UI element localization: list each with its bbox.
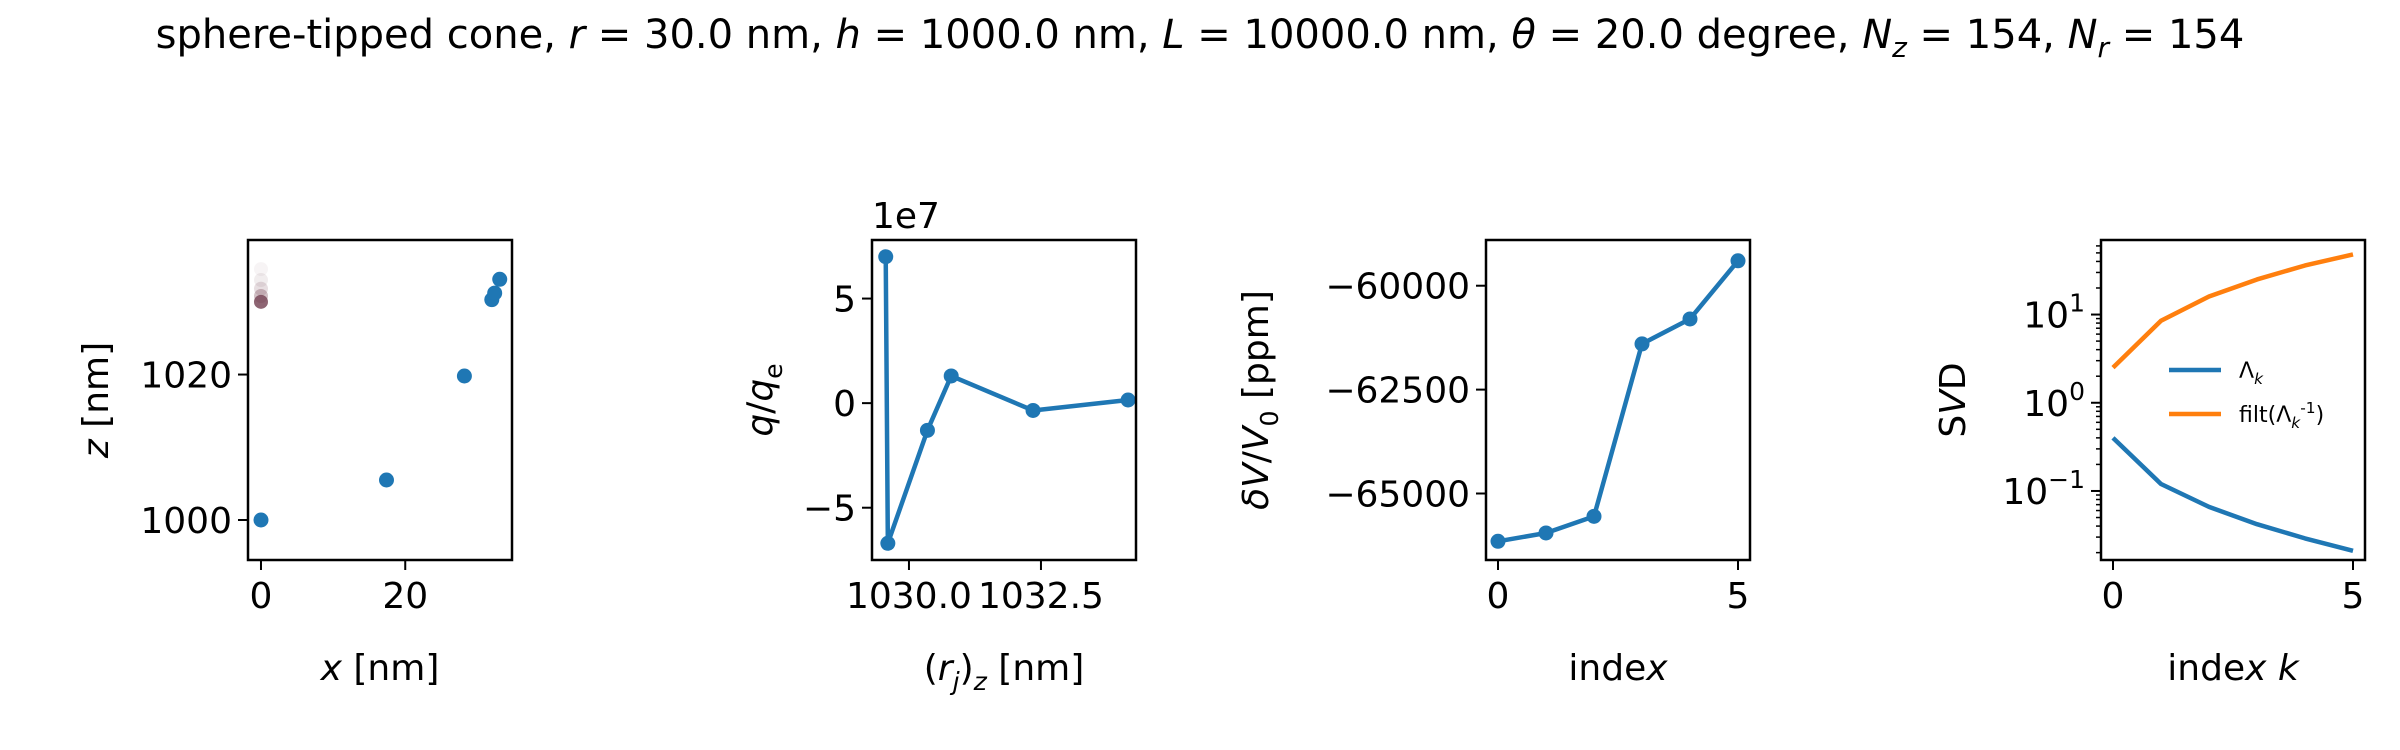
x-tick-label: 5 bbox=[2342, 576, 2365, 617]
y-tick-label: −65000 bbox=[1325, 475, 1470, 516]
subplot-1: 0 20 1000 1020 x [nm] z [nm] bbox=[76, 238, 514, 689]
series-line bbox=[883, 256, 1129, 546]
plot-area bbox=[878, 249, 1136, 551]
y-tick-label: −62500 bbox=[1325, 371, 1470, 412]
axes-frame bbox=[2099, 238, 2367, 562]
data-point bbox=[492, 271, 508, 287]
data-point bbox=[1586, 508, 1602, 524]
data-point bbox=[1634, 336, 1650, 352]
legend-label-2: filt(Λk​-1​) bbox=[2239, 399, 2324, 432]
x-tick-label: 0 bbox=[1487, 576, 1510, 617]
faint-point bbox=[253, 273, 268, 287]
y-axis-label: SVD bbox=[1933, 362, 1974, 437]
x-tick-label: 0 bbox=[2102, 576, 2125, 617]
axes-frame bbox=[870, 238, 1138, 562]
subplot-3: 0 5 −65000 −62500 −60000 index δV/V0​ [ppm] bbox=[1236, 238, 1752, 689]
series-line-2 bbox=[2111, 252, 2354, 370]
x-tick-label: 5 bbox=[1727, 576, 1750, 617]
x-tick-label: 0 bbox=[250, 576, 273, 617]
y-axis-label: δV/V0​ [ppm] bbox=[1236, 290, 1284, 510]
faint-point bbox=[253, 294, 268, 309]
plot-area bbox=[2111, 252, 2354, 553]
subplot-4: 0 5 10−1 100 101 index k SVD Λk​ filt(Λk​-1​) bbox=[1933, 238, 2367, 689]
data-point bbox=[1490, 533, 1506, 549]
offset-text: 1e7 bbox=[872, 196, 940, 237]
data-point bbox=[456, 368, 472, 384]
plot-area bbox=[253, 262, 508, 528]
x-tick-label: 1030.0 bbox=[846, 576, 972, 617]
y-axis-label: z [nm] bbox=[76, 342, 117, 459]
faint-point bbox=[253, 289, 268, 303]
y-tick-label: −5 bbox=[803, 489, 856, 530]
data-point bbox=[1682, 311, 1698, 327]
x-axis-label: x [nm] bbox=[320, 648, 440, 689]
data-point bbox=[487, 285, 503, 301]
y-tick-label: −60000 bbox=[1325, 267, 1470, 308]
x-axis-label: index k bbox=[2167, 648, 2301, 689]
data-point bbox=[378, 472, 394, 488]
x-tick-label: 20 bbox=[382, 576, 428, 617]
plot-area bbox=[1490, 253, 1746, 549]
series-line-1 bbox=[2111, 436, 2354, 553]
faint-point bbox=[253, 262, 268, 277]
legend-label-1: Λk​ bbox=[2239, 359, 2264, 388]
x-tick-label: 1032.5 bbox=[978, 576, 1104, 617]
axes-frame bbox=[1484, 238, 1752, 562]
y-tick-label: 1020 bbox=[140, 356, 232, 397]
data-point bbox=[1730, 253, 1746, 269]
data-point bbox=[1025, 402, 1041, 418]
y-tick-label: 0 bbox=[833, 384, 856, 425]
series-line bbox=[1497, 259, 1740, 544]
data-point bbox=[919, 422, 935, 438]
data-point bbox=[943, 368, 959, 384]
y-tick-label: 10−1 bbox=[2002, 465, 2085, 513]
y-tick-label: 5 bbox=[833, 280, 856, 321]
x-axis-label: (rj​)z​ [nm] bbox=[924, 648, 1085, 696]
data-point bbox=[880, 535, 896, 551]
y-axis-label: q/qe​ bbox=[740, 363, 788, 436]
y-tick-label: 101 bbox=[2023, 289, 2085, 337]
axes-frame bbox=[246, 238, 514, 562]
y-tick-label: 1000 bbox=[140, 501, 232, 542]
x-axis-label: index bbox=[1568, 648, 1668, 689]
figure-title: sphere-tipped cone, r = 30.0 nm, h = 100… bbox=[156, 12, 2245, 64]
y-tick-label: 100 bbox=[2023, 377, 2085, 425]
faint-point bbox=[253, 281, 268, 296]
data-point bbox=[253, 512, 269, 528]
data-point bbox=[1538, 525, 1554, 541]
data-point bbox=[878, 249, 894, 265]
data-point bbox=[1120, 392, 1136, 408]
